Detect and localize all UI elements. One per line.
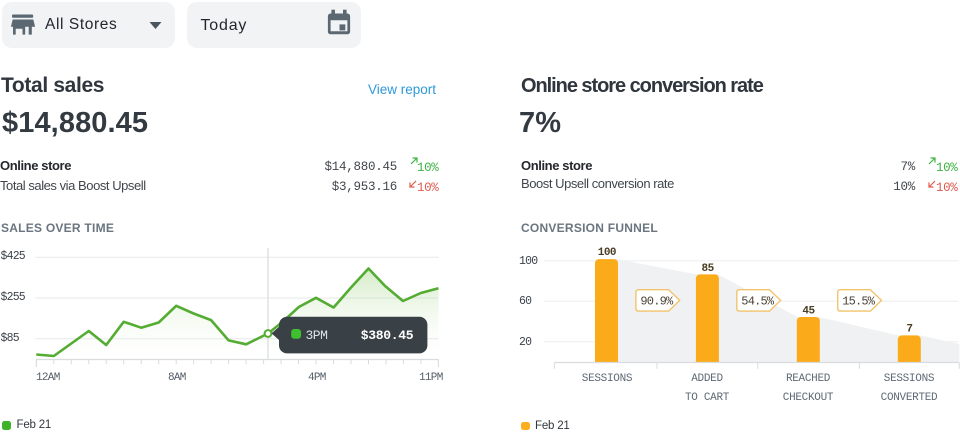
svg-text:100: 100 [598, 247, 616, 259]
svg-text:90.9%: 90.9% [640, 294, 674, 308]
svg-text:7: 7 [906, 324, 912, 336]
svg-text:3PM: 3PM [306, 328, 328, 343]
svg-text:$380.45: $380.45 [361, 328, 414, 343]
svg-text:15.5%: 15.5% [842, 294, 876, 308]
svg-text:45: 45 [802, 305, 815, 317]
svg-text:85: 85 [701, 263, 714, 275]
svg-text:54.5%: 54.5% [741, 294, 775, 308]
